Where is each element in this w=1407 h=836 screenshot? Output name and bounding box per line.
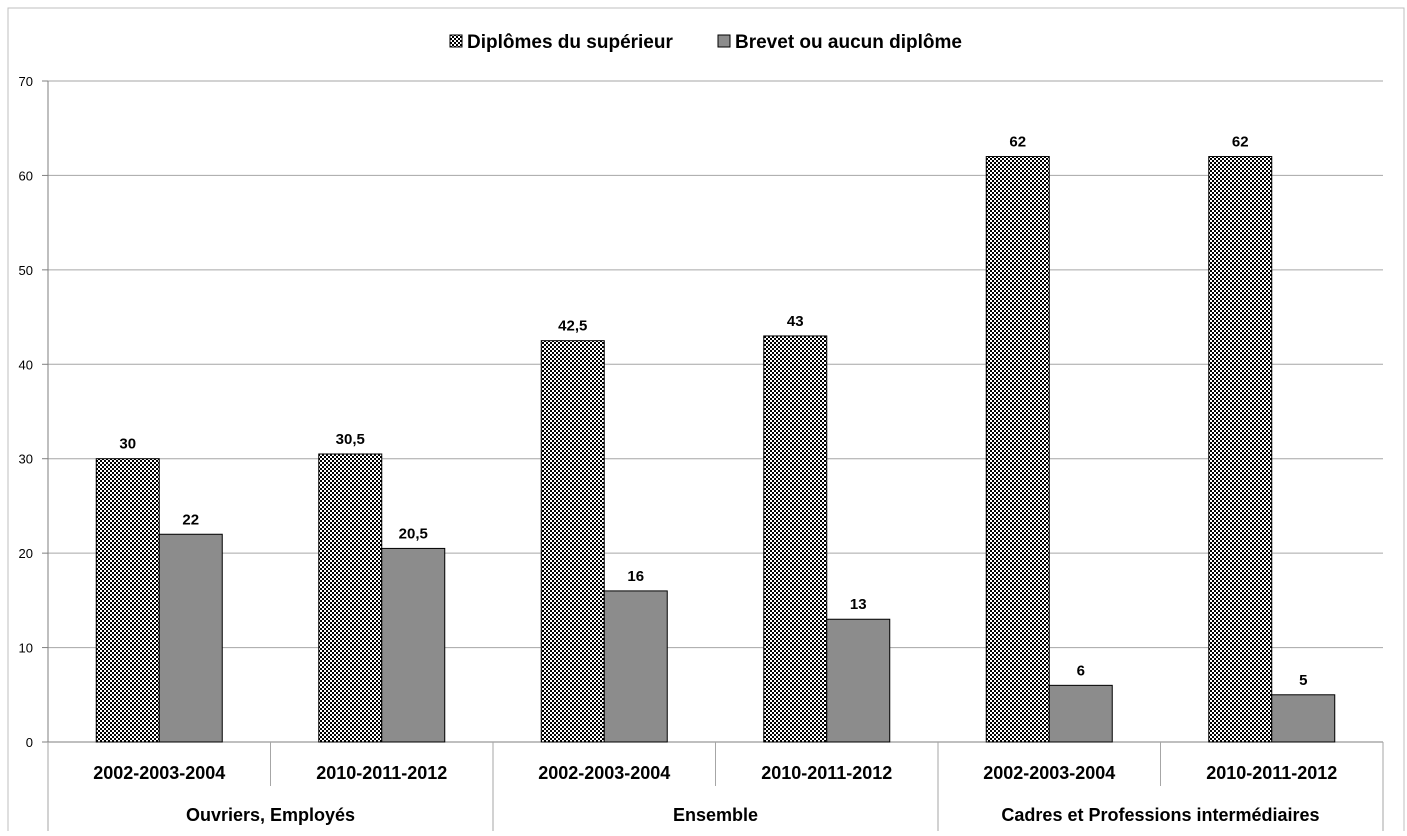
- data-label: 62: [1009, 134, 1026, 151]
- bar-series-2: [158, 533, 223, 743]
- axes: 0 10 20 30 40 50 60 70 2002-2003-2004 2010-2011-2…: [19, 74, 1384, 831]
- bar-series-2: [381, 547, 446, 743]
- data-label: 13: [850, 596, 867, 613]
- y-tick-label: 30: [19, 452, 33, 467]
- bars: [95, 156, 1336, 743]
- x-tick-label: 2002-2003-2004: [538, 763, 670, 783]
- y-tick-label: 40: [19, 357, 33, 372]
- y-tick-label: 70: [19, 74, 33, 89]
- x-group-label: Ouvriers, Employés: [186, 805, 355, 825]
- x-tick-label: 2010-2011-2012: [1206, 763, 1337, 783]
- bar-series-2: [826, 618, 891, 743]
- bar-series-2: [1271, 694, 1336, 743]
- legend: Diplômes du supérieur Brevet ou aucun dip…: [449, 32, 962, 53]
- data-label: 5: [1299, 672, 1307, 689]
- x-tick-label: 2002-2003-2004: [983, 763, 1115, 783]
- data-labels: 30 22 30,5 20,5 42,5 16 43 13 62 6 62 5: [119, 134, 1307, 689]
- bar-series-1: [1208, 156, 1273, 743]
- data-label: 62: [1232, 134, 1249, 151]
- data-label: 20,5: [399, 525, 428, 542]
- bar-series-1: [985, 156, 1050, 743]
- x-group-label: Ensemble: [673, 805, 758, 825]
- bar-series-1: [95, 458, 160, 743]
- y-tick-label: 0: [26, 735, 33, 750]
- bar-series-2: [603, 590, 668, 743]
- data-label: 30: [119, 436, 136, 453]
- legend-swatch: [717, 34, 731, 48]
- data-label: 22: [182, 511, 199, 528]
- bar-series-1: [540, 340, 605, 743]
- x-tick-label: 2002-2003-2004: [93, 763, 225, 783]
- legend-label: Brevet ou aucun diplôme: [735, 32, 962, 53]
- bar-series-1: [763, 335, 828, 743]
- x-group-label: Cadres et Professions intermédiaires: [1001, 805, 1319, 825]
- data-label: 43: [787, 313, 804, 330]
- x-tick-label: 2010-2011-2012: [761, 763, 892, 783]
- y-tick-label: 60: [19, 168, 33, 183]
- y-tick-label: 10: [19, 641, 33, 656]
- y-tick-label: 50: [19, 263, 33, 278]
- gridlines: [48, 80, 1383, 649]
- x-tick-label: 2010-2011-2012: [316, 763, 447, 783]
- chart-border: [7, 7, 1405, 836]
- data-label: 42,5: [558, 318, 587, 335]
- y-tick-label: 20: [19, 546, 33, 561]
- legend-label: Diplômes du supérieur: [467, 32, 673, 53]
- data-label: 30,5: [336, 431, 365, 448]
- data-label: 6: [1077, 662, 1085, 679]
- bar-series-1: [318, 453, 383, 743]
- legend-swatch: [449, 34, 463, 48]
- bar-series-2: [1048, 684, 1113, 743]
- data-label: 16: [627, 568, 644, 585]
